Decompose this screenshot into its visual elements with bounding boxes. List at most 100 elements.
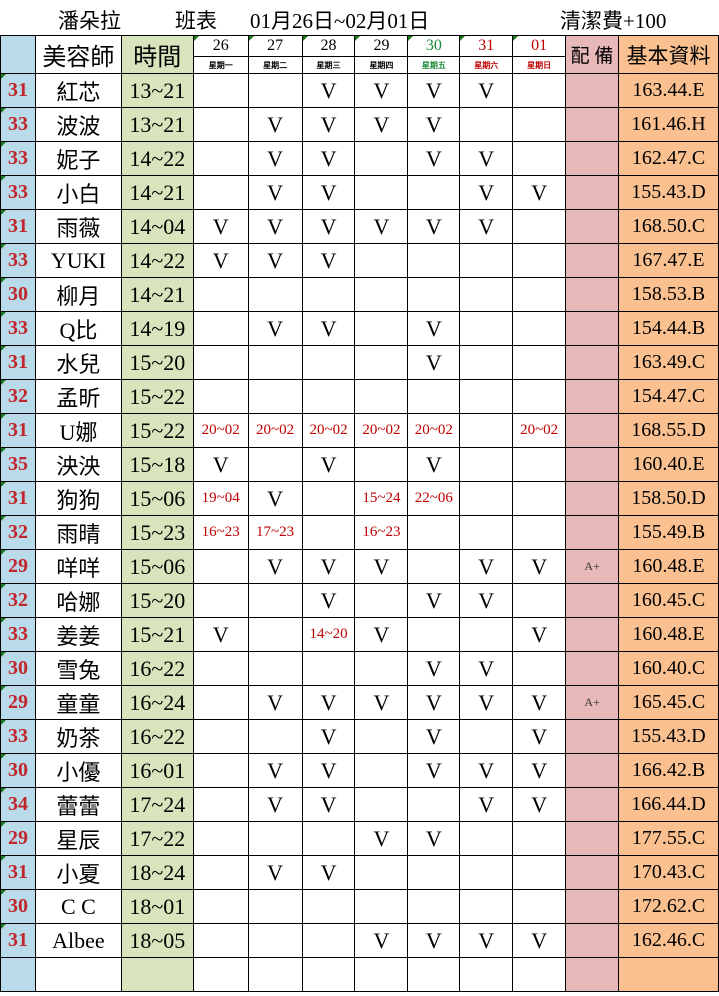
- day-cell[interactable]: [512, 345, 567, 380]
- day-cell[interactable]: [459, 277, 514, 312]
- day-cell[interactable]: 20~02: [407, 413, 461, 448]
- day-cell[interactable]: V: [407, 753, 461, 788]
- day-cell[interactable]: [459, 821, 514, 856]
- day-cell[interactable]: V: [512, 685, 567, 720]
- day-cell[interactable]: V: [407, 447, 461, 482]
- day-cell[interactable]: V: [247, 209, 303, 244]
- day-cell[interactable]: [354, 583, 409, 618]
- day-cell[interactable]: V: [512, 617, 567, 652]
- day-cell[interactable]: V: [407, 311, 461, 346]
- day-cell[interactable]: 20~02: [512, 413, 567, 448]
- day-cell[interactable]: [459, 719, 514, 754]
- day-cell[interactable]: [192, 311, 249, 346]
- day-cell[interactable]: [354, 787, 409, 822]
- day-cell[interactable]: [459, 481, 514, 516]
- day-cell[interactable]: 20~02: [192, 413, 249, 448]
- day-cell[interactable]: [354, 753, 409, 788]
- day-cell[interactable]: [192, 889, 249, 924]
- day-cell[interactable]: 20~02: [247, 413, 303, 448]
- day-cell[interactable]: [247, 889, 303, 924]
- day-cell[interactable]: [354, 175, 409, 210]
- day-cell[interactable]: [459, 617, 514, 652]
- day-cell[interactable]: V: [354, 549, 409, 584]
- day-cell[interactable]: [247, 379, 303, 414]
- day-cell[interactable]: [301, 651, 356, 686]
- day-cell[interactable]: V: [301, 719, 356, 754]
- day-cell[interactable]: [354, 719, 409, 754]
- day-cell[interactable]: V: [459, 141, 514, 176]
- day-cell[interactable]: V: [407, 107, 461, 142]
- day-cell[interactable]: [192, 685, 249, 720]
- day-cell[interactable]: [192, 855, 249, 890]
- day-cell[interactable]: [301, 923, 356, 958]
- day-cell[interactable]: [407, 889, 461, 924]
- day-cell[interactable]: V: [247, 107, 303, 142]
- day-cell[interactable]: [247, 73, 303, 108]
- day-cell[interactable]: [512, 73, 567, 108]
- day-cell[interactable]: [192, 753, 249, 788]
- day-cell[interactable]: V: [301, 243, 356, 278]
- day-cell[interactable]: [407, 379, 461, 414]
- day-cell[interactable]: V: [459, 651, 514, 686]
- day-cell[interactable]: V: [407, 583, 461, 618]
- day-cell[interactable]: [247, 345, 303, 380]
- day-cell[interactable]: V: [354, 617, 409, 652]
- day-cell[interactable]: V: [301, 583, 356, 618]
- day-cell[interactable]: V: [407, 821, 461, 856]
- day-cell[interactable]: [247, 617, 303, 652]
- day-cell[interactable]: V: [354, 821, 409, 856]
- day-cell[interactable]: [192, 107, 249, 142]
- day-cell[interactable]: V: [247, 481, 303, 516]
- day-cell[interactable]: [512, 107, 567, 142]
- day-cell[interactable]: V: [459, 685, 514, 720]
- day-cell[interactable]: [301, 481, 356, 516]
- day-cell[interactable]: V: [301, 73, 356, 108]
- day-cell[interactable]: [192, 345, 249, 380]
- day-cell[interactable]: V: [407, 141, 461, 176]
- day-cell[interactable]: [512, 855, 567, 890]
- day-cell[interactable]: 16~23: [192, 515, 249, 550]
- day-cell[interactable]: V: [459, 209, 514, 244]
- day-cell[interactable]: 20~02: [354, 413, 409, 448]
- day-cell[interactable]: [407, 515, 461, 550]
- day-cell[interactable]: [459, 447, 514, 482]
- day-cell[interactable]: V: [247, 685, 303, 720]
- day-cell[interactable]: [512, 481, 567, 516]
- day-cell[interactable]: [247, 583, 303, 618]
- day-cell[interactable]: [301, 277, 356, 312]
- day-cell[interactable]: [192, 73, 249, 108]
- day-cell[interactable]: [247, 651, 303, 686]
- day-cell[interactable]: [354, 447, 409, 482]
- day-cell[interactable]: [459, 855, 514, 890]
- day-cell[interactable]: V: [247, 549, 303, 584]
- day-cell[interactable]: [459, 413, 514, 448]
- day-cell[interactable]: [192, 651, 249, 686]
- day-cell[interactable]: V: [301, 855, 356, 890]
- day-cell[interactable]: V: [301, 549, 356, 584]
- day-cell[interactable]: [301, 345, 356, 380]
- day-cell[interactable]: [301, 379, 356, 414]
- day-cell[interactable]: 20~02: [301, 413, 356, 448]
- day-cell[interactable]: V: [407, 345, 461, 380]
- day-cell[interactable]: V: [459, 583, 514, 618]
- day-cell[interactable]: [407, 787, 461, 822]
- day-cell[interactable]: V: [247, 311, 303, 346]
- day-cell[interactable]: [512, 821, 567, 856]
- day-cell[interactable]: V: [301, 685, 356, 720]
- day-cell[interactable]: [512, 583, 567, 618]
- day-cell[interactable]: 17~23: [247, 515, 303, 550]
- day-cell[interactable]: V: [354, 107, 409, 142]
- day-cell[interactable]: [459, 311, 514, 346]
- day-cell[interactable]: V: [512, 549, 567, 584]
- day-cell[interactable]: V: [459, 549, 514, 584]
- day-cell[interactable]: 19~04: [192, 481, 249, 516]
- day-cell[interactable]: [459, 515, 514, 550]
- day-cell[interactable]: V: [247, 753, 303, 788]
- day-cell[interactable]: [354, 379, 409, 414]
- day-cell[interactable]: [459, 345, 514, 380]
- day-cell[interactable]: [354, 277, 409, 312]
- day-cell[interactable]: V: [354, 685, 409, 720]
- day-cell[interactable]: V: [301, 753, 356, 788]
- day-cell[interactable]: V: [512, 787, 567, 822]
- day-cell[interactable]: V: [301, 175, 356, 210]
